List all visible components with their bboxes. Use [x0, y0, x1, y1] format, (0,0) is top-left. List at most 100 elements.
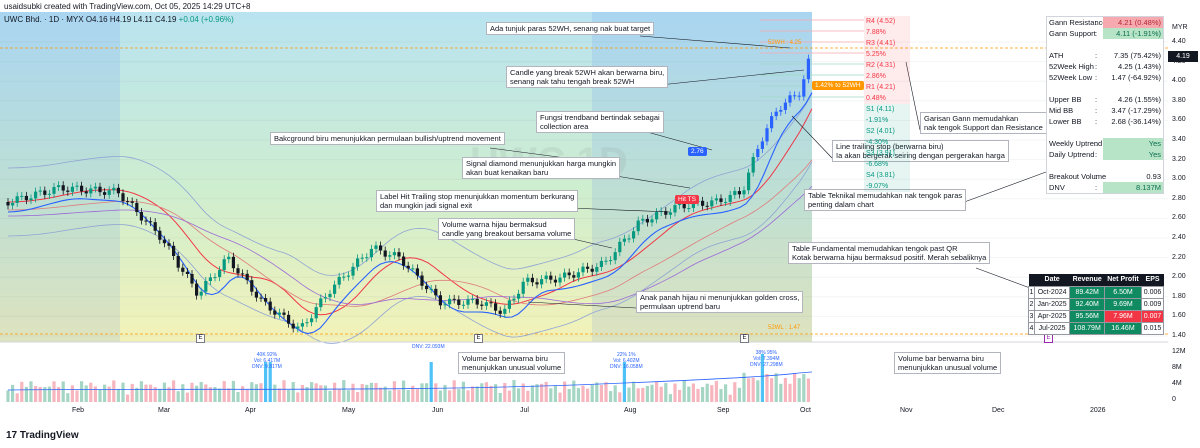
volume-bar: [213, 387, 217, 402]
volume-bar: [277, 388, 281, 402]
candle-body: [507, 300, 511, 309]
price-tick-label: 2.40: [1172, 234, 1186, 241]
table-value: 4.11 (-1.91%): [1103, 28, 1163, 39]
volume-bar: [701, 387, 705, 402]
table-spacer: [1047, 39, 1163, 50]
candle-body: [112, 187, 116, 191]
annotation-hit-trailing[interactable]: Label Hit Trailing stop menunjukkan mome…: [376, 190, 579, 212]
candle-body: [650, 219, 654, 223]
annotation-vol-blue-right[interactable]: Volume bar berwarna biru menunjukkan unu…: [894, 352, 1002, 374]
candle-body: [388, 255, 392, 257]
earnings-marker[interactable]: E: [474, 334, 483, 343]
annotation-gann-target[interactable]: Ada tunjuk paras 52WH, senang nak buat t…: [486, 22, 655, 35]
volume-bar: [172, 380, 176, 402]
volume-bar: [429, 362, 433, 402]
volume-bar: [682, 380, 686, 402]
volume-bar: [645, 385, 649, 402]
annotation-gann-lines[interactable]: Garisan Gann memudahkan nak tengok Suppo…: [920, 112, 1047, 134]
earnings-marker[interactable]: E: [740, 334, 749, 343]
candle-body: [480, 304, 484, 306]
table-value: Yes: [1103, 149, 1163, 160]
volume-bar: [52, 381, 56, 402]
volume-bar: [296, 392, 300, 402]
volume-bar: [438, 390, 442, 402]
volume-bar: [402, 380, 406, 402]
annotation-tech-table[interactable]: Table Teknikal memudahkan nak tengok par…: [804, 189, 967, 211]
volume-bar: [57, 387, 61, 402]
volume-bar: [563, 381, 567, 402]
volume-bar: [613, 385, 617, 402]
candle-body: [452, 298, 456, 300]
candle-body: [356, 258, 360, 267]
volume-bar: [227, 388, 231, 402]
table-spacer: [1047, 83, 1163, 94]
volume-bar: [632, 381, 636, 402]
annotation-diamond[interactable]: Signal diamond menunjukkan harga mungkin…: [462, 157, 621, 179]
time-axis[interactable]: Feb Mar Apr May Jun Jul Aug Sep Oct Nov Dec 2026: [0, 404, 1168, 420]
annotation-bg-blue[interactable]: Bakcground biru menunjukkan permulaan bu…: [270, 132, 505, 145]
candle-body: [11, 202, 15, 206]
symbol-name[interactable]: UWC Bhd. · 1D · MYX: [4, 15, 84, 24]
volume-peak-label: 22% 1% Vol: 6.402M DNV: 16.058M: [610, 352, 643, 370]
candle-body: [135, 202, 139, 213]
candle-body: [489, 302, 493, 304]
volume-bar: [346, 390, 350, 402]
annotation-vol-candle[interactable]: Volume warna hijau bermaksud candle yang…: [438, 218, 576, 240]
last-price-tag: 4.19: [1168, 51, 1198, 62]
candle-body: [277, 312, 281, 315]
candle-body: [116, 187, 120, 194]
candle-body: [199, 291, 203, 296]
price-tick-label: 4.00: [1172, 77, 1186, 85]
diamond-price-badge: 2.76: [688, 147, 707, 156]
volume-bar: [475, 386, 479, 402]
candle-body: [503, 308, 507, 314]
candle-body: [89, 188, 93, 194]
volume-tick-label: 0: [1172, 396, 1176, 403]
chart-created-caption: usaidsubki created with TradingView.com,…: [4, 2, 251, 11]
candle-body: [701, 200, 705, 206]
candle-body: [43, 190, 47, 195]
table-header: [1028, 274, 1035, 286]
candle-body: [103, 192, 107, 195]
candle-body: [167, 243, 171, 246]
table-row: 2 Jan-2025 92.40M 9.69M 0.009: [1028, 297, 1164, 311]
candle-body: [93, 186, 97, 189]
annotation-golden-cross[interactable]: Anak panah hijau ni menunjukkan golden c…: [636, 291, 804, 313]
candle-body: [310, 318, 314, 323]
table-value: 3.47 (-17.29%): [1111, 106, 1161, 115]
earnings-marker[interactable]: E: [1044, 334, 1053, 343]
candle-body: [728, 194, 732, 202]
volume-bar: [43, 387, 47, 402]
price-tick-label: 3.40: [1172, 136, 1186, 143]
volume-bar: [222, 381, 226, 402]
annotation-trendband[interactable]: Fungsi trendband bertindak sebagai colle…: [536, 111, 664, 133]
candle-body: [434, 288, 438, 296]
table-cell: 0.015: [1141, 321, 1164, 335]
table-value: 4.21 (0.48%): [1103, 17, 1163, 28]
annotation-break-52wh[interactable]: Candle yang break 52WH akan berwarna bir…: [506, 66, 669, 88]
volume-axis[interactable]: 12M 8M 4M 0: [1168, 342, 1200, 403]
volume-bar: [678, 389, 682, 402]
earnings-marker[interactable]: E: [196, 334, 205, 343]
annotation-vol-blue-left[interactable]: Volume bar berwarna biru menunjukkan unu…: [458, 352, 566, 374]
volume-bar: [549, 388, 553, 402]
candle-body: [139, 212, 143, 221]
annotation-fund-table[interactable]: Table Fundamental memudahkan tengok past…: [788, 242, 991, 264]
volume-bar: [494, 384, 498, 402]
volume-bar: [314, 383, 318, 402]
table-cell: Jul-2025: [1033, 321, 1071, 335]
volume-bar: [268, 362, 272, 402]
price-tick-label: 2.00: [1172, 273, 1186, 281]
volume-bar: [236, 392, 240, 402]
symbol-legend[interactable]: UWC Bhd. · 1D · MYX O4.16 H4.19 L4.11 C4…: [4, 15, 234, 24]
volume-bar: [747, 378, 751, 402]
candle-body: [282, 312, 286, 315]
fundamental-table: Date Revenue Net Profit EPS 1 Oct-2024 89.42M 6…: [1028, 274, 1164, 335]
candle-body: [535, 282, 539, 285]
annotation-trailing-line[interactable]: Line trailing stop (berwarna biru) Ia ak…: [832, 140, 1009, 162]
candle-body: [645, 218, 649, 223]
volume-bar: [273, 384, 277, 402]
volume-bar: [388, 390, 392, 402]
candle-body: [765, 128, 769, 142]
volume-bar: [599, 384, 603, 402]
